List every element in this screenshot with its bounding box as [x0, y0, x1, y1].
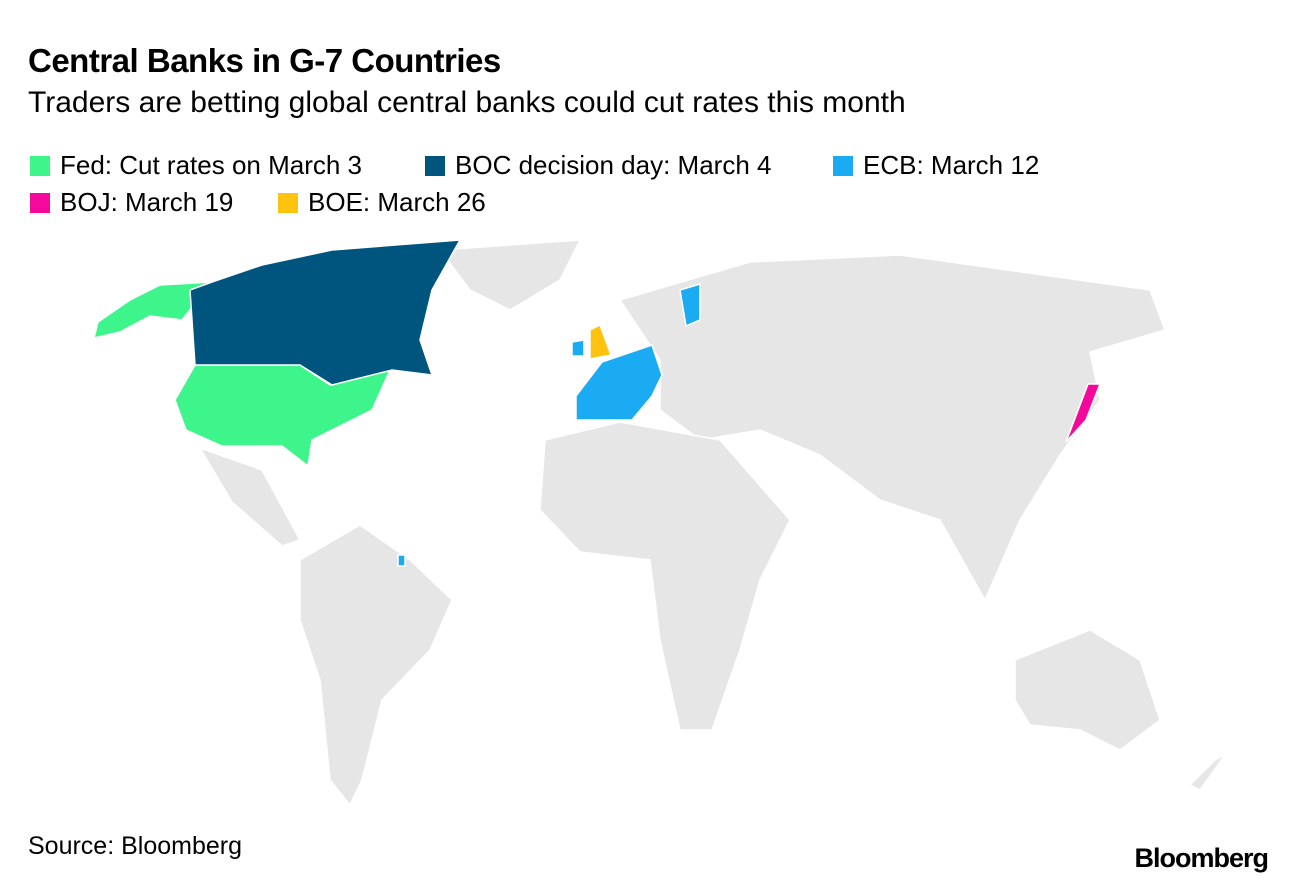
french-guiana: [397, 554, 406, 567]
source: Source: Bloomberg: [28, 832, 243, 860]
legend-item: BOE: March 26: [278, 187, 486, 218]
greenland: [438, 239, 582, 311]
eurozone: [575, 344, 663, 421]
legend-label: BOE: March 26: [308, 187, 486, 217]
legend-item: BOC decision day: March 4: [425, 150, 771, 181]
legend-swatch: [30, 192, 50, 213]
central-america: [198, 446, 302, 547]
title: Central Banks in G-7 Countries: [28, 42, 501, 79]
land: [198, 239, 1226, 807]
japan: [1065, 383, 1102, 443]
united-kingdom: [589, 323, 613, 360]
legend-item: ECB: March 12: [833, 150, 1039, 181]
legend-swatch: [278, 192, 298, 213]
legend-label: Fed: Cut rates on March 3: [60, 150, 363, 180]
ireland: [571, 339, 585, 357]
legend-item: BOJ: March 19: [30, 187, 233, 218]
legend-label: ECB: March 12: [863, 150, 1040, 180]
south-america: [299, 524, 453, 807]
legend-swatch: [425, 155, 445, 176]
g7-countries: [92, 239, 1102, 567]
legend-swatch: [30, 155, 50, 176]
united-states: [174, 364, 392, 468]
subtitle: Traders are betting global central banks…: [28, 86, 906, 119]
legend-label: BOJ: March 19: [60, 187, 234, 217]
finland: [679, 282, 701, 328]
alaska: [92, 281, 214, 340]
legend-label: BOC decision day: March 4: [455, 150, 772, 180]
canada: [189, 239, 462, 386]
legend-item: Fed: Cut rates on March 3: [30, 150, 362, 181]
legend-swatch: [833, 155, 853, 176]
new-zealand: [1188, 754, 1226, 791]
logo: Bloomberg: [1134, 843, 1269, 873]
africa: [539, 421, 791, 731]
australia: [1014, 629, 1161, 751]
